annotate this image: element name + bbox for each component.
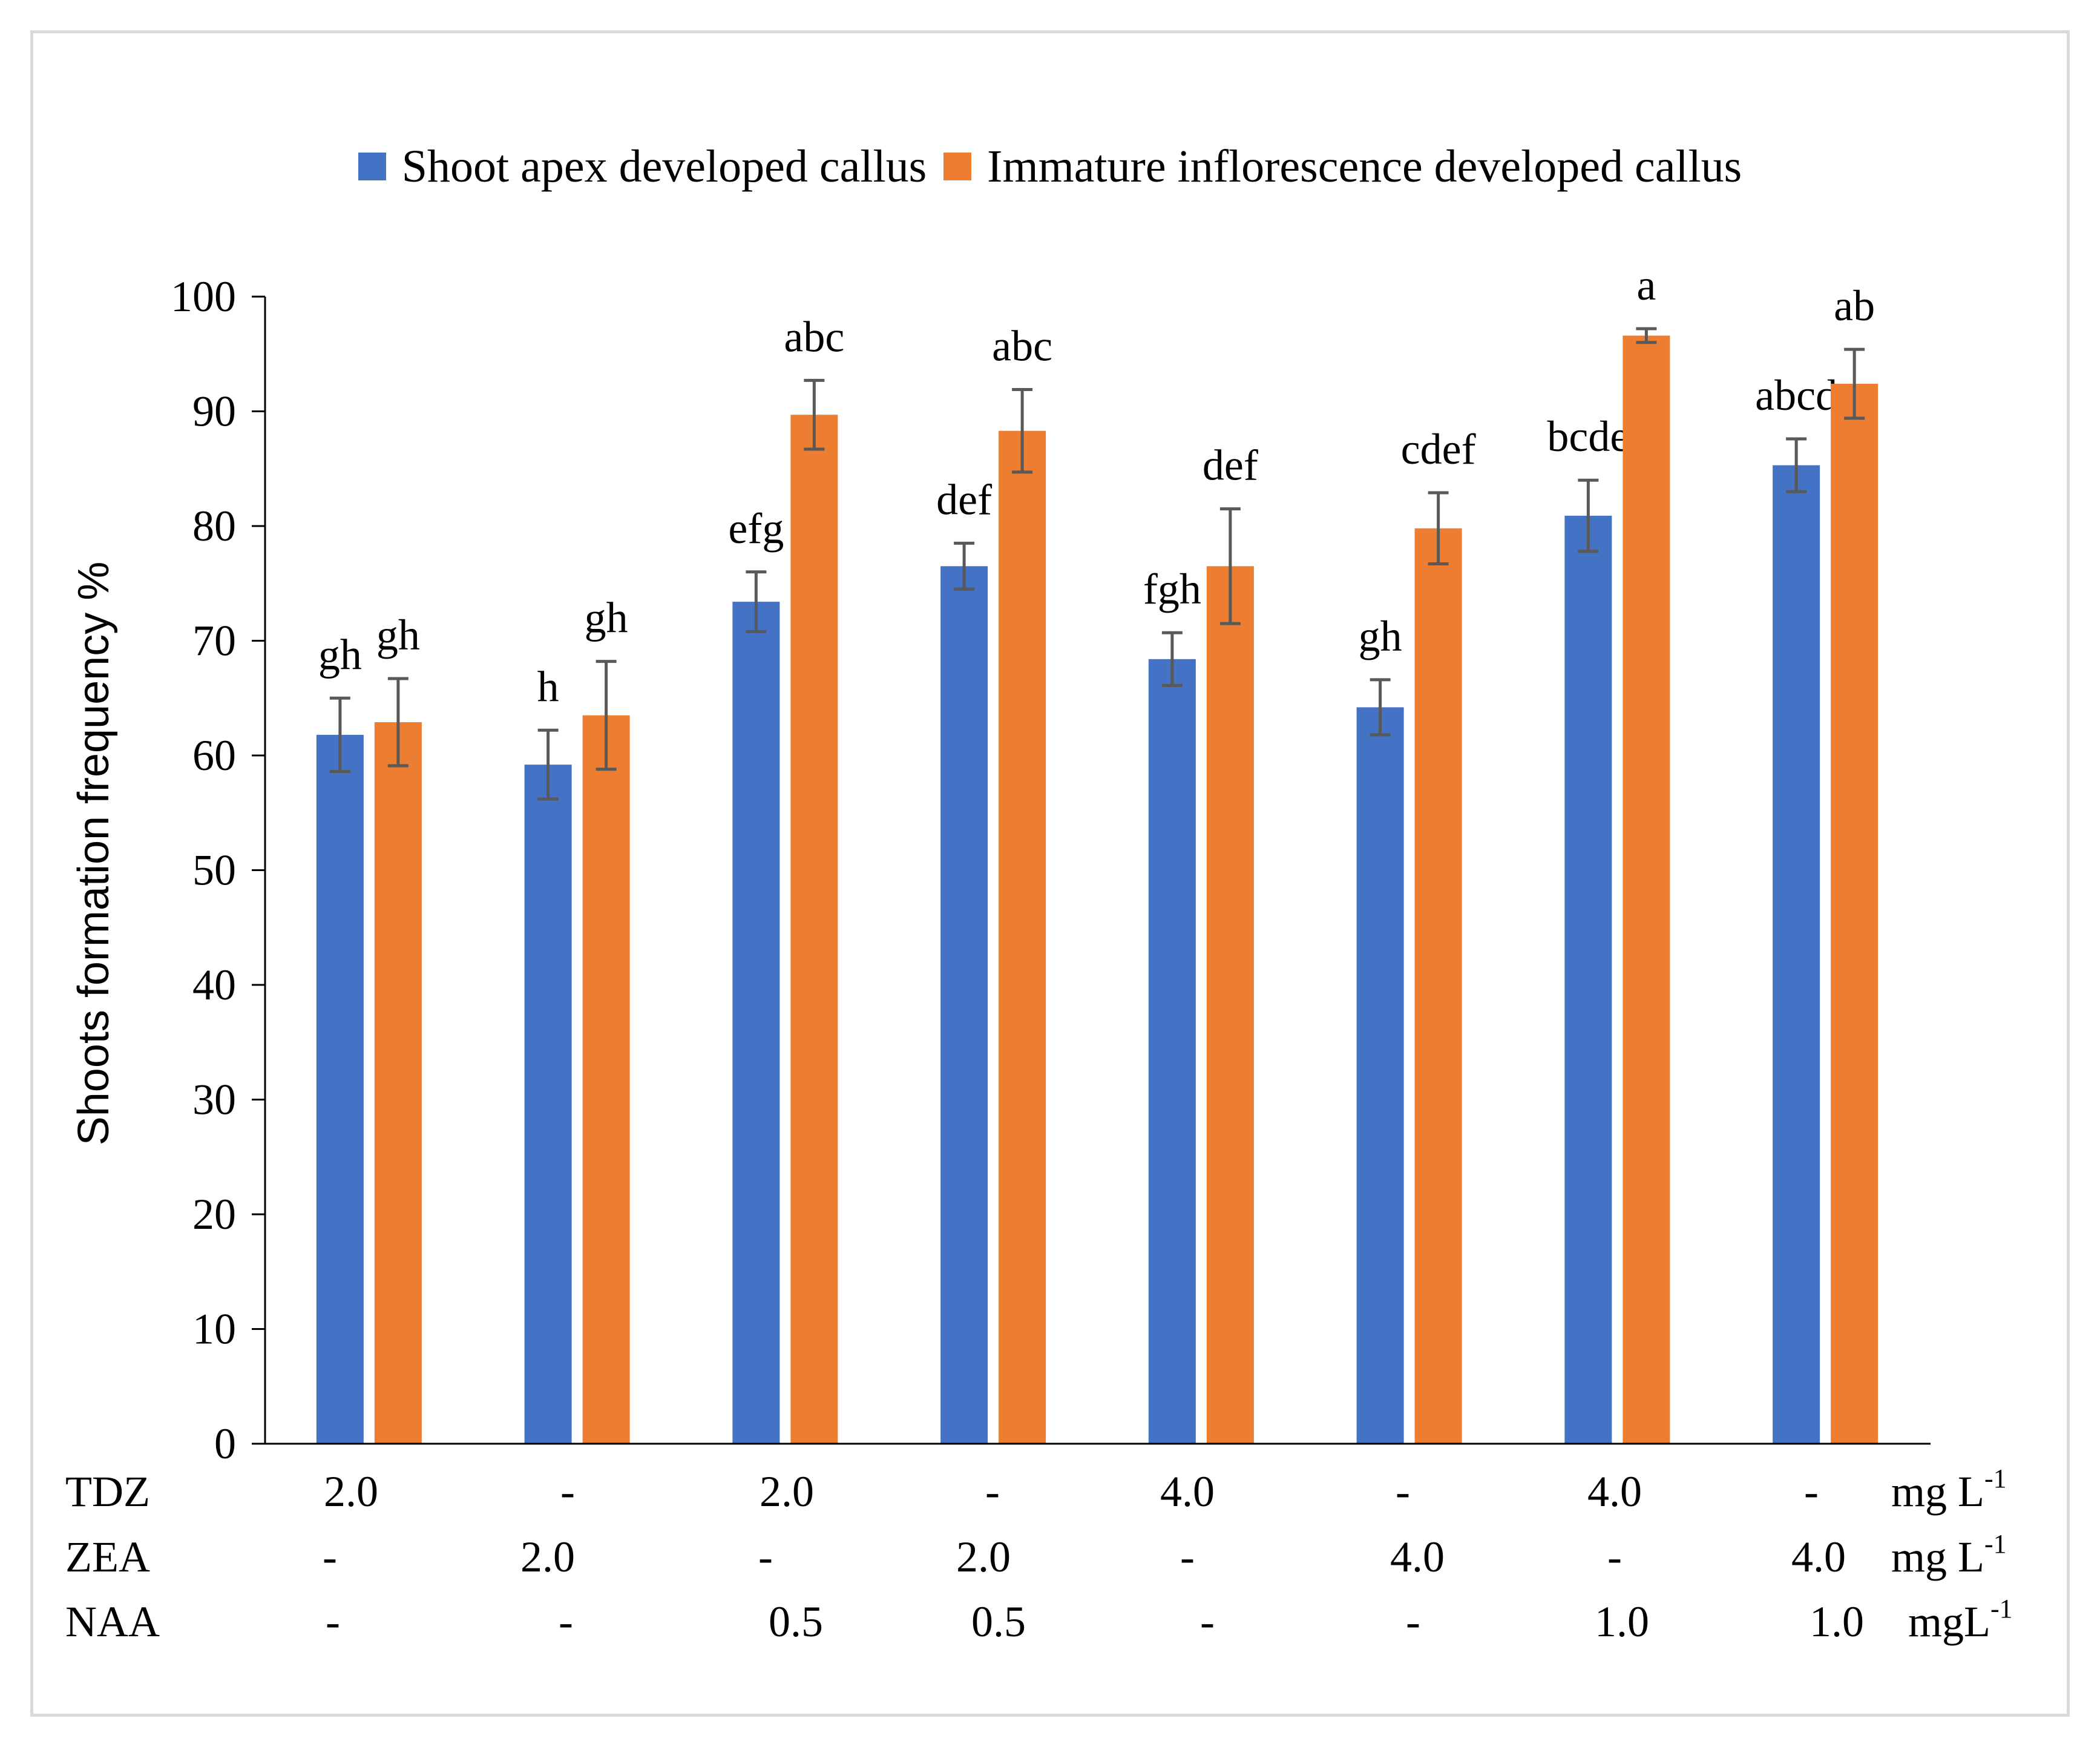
treatment-value: 4.0	[1587, 1467, 1642, 1516]
bar-shoot-apex	[1564, 515, 1612, 1444]
treatment-value: 1.0	[1810, 1597, 1864, 1646]
unit-text: mgL	[1908, 1597, 1990, 1646]
figure-frame	[30, 30, 2070, 1717]
treatment-label-zea: ZEA	[65, 1533, 150, 1581]
significance-letter: h	[537, 662, 559, 711]
treatment-value: -	[1200, 1597, 1215, 1646]
unit-text: mg L	[1891, 1467, 1984, 1516]
treatment-value: -	[323, 1533, 337, 1581]
treatment-unit: mg L-1	[1891, 1529, 2007, 1582]
y-tick-label: 50	[192, 846, 236, 895]
treatment-value: 4.0	[1160, 1467, 1215, 1516]
significance-letter: ab	[1834, 281, 1875, 330]
bar-immature-inflorescence	[790, 415, 838, 1444]
unit-exponent: -1	[1984, 1529, 2007, 1559]
treatment-value: 2.0	[760, 1467, 814, 1516]
bar-shoot-apex	[1148, 659, 1196, 1444]
y-tick-label: 60	[192, 731, 236, 780]
bar-immature-inflorescence	[582, 715, 630, 1444]
bar-immature-inflorescence	[374, 722, 422, 1444]
treatment-value: -	[1607, 1533, 1622, 1581]
unit-text: mg L	[1891, 1533, 1984, 1581]
significance-letter: bcde	[1547, 412, 1629, 461]
bar-shoot-apex	[940, 566, 988, 1444]
treatment-value: 4.0	[1791, 1533, 1846, 1581]
treatment-value: -	[326, 1597, 340, 1646]
significance-letter: gh	[1359, 612, 1402, 660]
significance-letter: abc	[784, 312, 844, 361]
y-tick-label: 40	[192, 961, 236, 1009]
bar-shoot-apex	[524, 765, 572, 1444]
unit-exponent: -1	[1990, 1594, 2013, 1624]
significance-letter: gh	[318, 630, 362, 679]
treatment-value: 4.0	[1390, 1533, 1445, 1581]
bar-immature-inflorescence	[1623, 335, 1670, 1444]
unit-exponent: -1	[1984, 1464, 2007, 1493]
treatment-value: 2.0	[324, 1467, 378, 1516]
y-tick-label: 70	[192, 617, 236, 665]
treatment-value: -	[1804, 1467, 1819, 1516]
treatment-unit: mg L-1	[1891, 1464, 2007, 1517]
treatment-value: 0.5	[971, 1597, 1026, 1646]
treatment-value: 2.0	[956, 1533, 1011, 1581]
y-tick-label: 0	[214, 1420, 236, 1468]
y-tick-label: 90	[192, 387, 236, 436]
treatment-value: -	[1180, 1533, 1195, 1581]
significance-letter: def	[1203, 441, 1258, 490]
significance-letter: abc	[992, 321, 1052, 370]
treatment-value: -	[1406, 1597, 1420, 1646]
y-tick-label: 80	[192, 502, 236, 550]
y-tick-label: 100	[171, 272, 236, 321]
significance-letter: gh	[376, 611, 420, 659]
treatment-value: 2.0	[520, 1533, 575, 1581]
treatment-value: -	[1396, 1467, 1410, 1516]
treatment-value: -	[559, 1597, 573, 1646]
treatment-value: -	[560, 1467, 575, 1516]
bar-shoot-apex	[316, 734, 364, 1444]
chart-legend: Shoot apex developed callus Immature inf…	[0, 136, 2100, 197]
treatment-value: 1.0	[1595, 1597, 1649, 1646]
legend-label-immature-inflorescence: Immature inflorescence developed callus	[987, 140, 1742, 192]
significance-letter: fgh	[1143, 565, 1201, 613]
legend-item-immature-inflorescence: Immature inflorescence developed callus	[943, 140, 1742, 193]
bar-shoot-apex	[732, 602, 780, 1444]
treatment-value: 0.5	[769, 1597, 823, 1646]
bar-immature-inflorescence	[999, 430, 1046, 1444]
bar-immature-inflorescence	[1414, 528, 1462, 1444]
bar-shoot-apex	[1773, 465, 1820, 1444]
significance-letter: a	[1636, 261, 1656, 309]
treatment-value: -	[758, 1533, 773, 1581]
y-tick-label: 10	[192, 1305, 236, 1354]
treatment-value: -	[985, 1467, 1000, 1516]
significance-letter: cdef	[1401, 425, 1476, 473]
treatment-unit: mgL-1	[1908, 1594, 2013, 1647]
y-tick-label: 30	[192, 1076, 236, 1124]
treatment-label-tdz: TDZ	[65, 1467, 150, 1516]
bar-immature-inflorescence	[1206, 566, 1254, 1444]
significance-letter: efg	[728, 504, 784, 553]
treatment-label-naa: NAA	[65, 1597, 160, 1646]
legend-label-shoot-apex: Shoot apex developed callus	[401, 140, 927, 192]
legend-swatch-immature-inflorescence	[943, 153, 972, 180]
bar-immature-inflorescence	[1831, 384, 1879, 1444]
significance-letter: def	[936, 475, 992, 524]
legend-swatch-shoot-apex	[358, 153, 386, 180]
bar-shoot-apex	[1356, 707, 1404, 1444]
significance-letter: gh	[585, 594, 628, 642]
legend-item-shoot-apex: Shoot apex developed callus	[358, 140, 927, 193]
significance-letter: abcd	[1755, 371, 1837, 419]
y-tick-label: 20	[192, 1190, 236, 1239]
